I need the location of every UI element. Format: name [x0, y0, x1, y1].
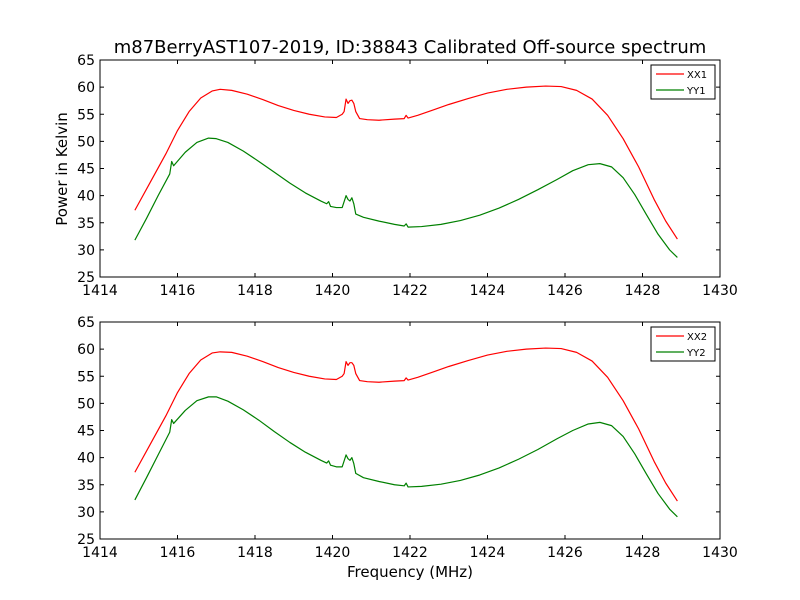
- y-tick-label: 60: [77, 80, 95, 96]
- x-tick-label: 1426: [547, 545, 583, 561]
- x-tick-label: 1424: [470, 283, 506, 299]
- y-tick-label: 60: [77, 342, 95, 358]
- x-tick-label: 1424: [470, 545, 506, 561]
- series-line-yy2: [134, 396, 678, 518]
- bottom-panel: 1414 1416 1418 1420 1422 1424 1426 1428 1430 25 30…: [77, 315, 738, 561]
- y-tick-label: 30: [77, 505, 95, 521]
- series-line-xx2: [134, 347, 678, 502]
- y-tick-label: 45: [77, 424, 95, 440]
- x-tick-label: 1428: [625, 545, 661, 561]
- y-tick-label: 30: [77, 243, 95, 259]
- y-tick-label: 50: [77, 396, 95, 412]
- series-line-xx1: [134, 85, 678, 240]
- y-tick-label: 50: [77, 134, 95, 150]
- x-tick-label: 1430: [702, 545, 738, 561]
- series-group: [134, 85, 678, 258]
- legend-label: YY1: [686, 86, 706, 97]
- legend-label: XX2: [687, 332, 707, 343]
- x-tick-label: 1420: [315, 545, 351, 561]
- x-tick-label: 1428: [625, 283, 661, 299]
- series-group: [134, 347, 678, 518]
- y-tick-label: 35: [77, 216, 95, 232]
- x-tick-label: 1418: [237, 545, 273, 561]
- chart-title: m87BerryAST107-2019, ID:38843 Calibrated…: [114, 37, 707, 58]
- x-tick-label: 1426: [547, 283, 583, 299]
- x-tick-label: 1416: [160, 283, 196, 299]
- x-axis-label: Frequency (MHz): [347, 563, 473, 581]
- legend-label: YY2: [686, 348, 706, 359]
- legend-box: [650, 326, 716, 362]
- y-tick-label: 65: [77, 53, 95, 69]
- legend-label: XX1: [687, 70, 707, 81]
- y-tick-label: 35: [77, 478, 95, 494]
- x-tick-label: 1414: [82, 545, 118, 561]
- y-tick-label: 55: [77, 107, 95, 123]
- y-axis-label: Power in Kelvin: [53, 112, 71, 226]
- series-line-yy1: [134, 137, 678, 258]
- x-tick-label: 1418: [237, 283, 273, 299]
- y-tick-label: 55: [77, 369, 95, 385]
- top-panel: 1414 1416 1418 1420 1422 1424 1426 1428 1430 25 30…: [77, 53, 738, 299]
- y-tick-label: 45: [77, 162, 95, 178]
- y-tick-label: 25: [77, 270, 95, 286]
- x-tick-label: 1416: [160, 545, 196, 561]
- x-tick-label: 1420: [315, 283, 351, 299]
- y-tick-label: 25: [77, 532, 95, 548]
- legend-box: [650, 64, 716, 100]
- y-tick-label: 65: [77, 315, 95, 331]
- x-tick-label: 1422: [392, 283, 428, 299]
- y-tick-label: 40: [77, 451, 95, 467]
- x-tick-label: 1422: [392, 545, 428, 561]
- x-tick-label: 1414: [82, 283, 118, 299]
- y-tick-label: 40: [77, 189, 95, 205]
- x-tick-label: 1430: [702, 283, 738, 299]
